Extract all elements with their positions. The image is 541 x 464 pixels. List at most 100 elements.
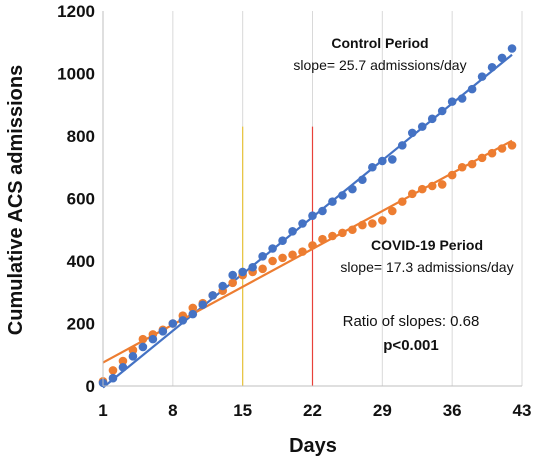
data-point: [397, 197, 407, 206]
data-point: [308, 211, 317, 220]
data-point: [388, 206, 397, 216]
data-point: [118, 356, 128, 366]
data-point: [108, 366, 118, 375]
data-point: [318, 234, 327, 244]
control-period-label: Control Period: [331, 35, 428, 51]
data-point: [308, 241, 317, 250]
y-tick-label: 800: [67, 127, 95, 146]
data-point: [298, 247, 307, 256]
y-tick-label: 1200: [57, 2, 95, 21]
y-tick-label: 0: [86, 377, 95, 396]
data-point: [278, 236, 287, 245]
y-tick-label: 400: [67, 252, 95, 271]
data-point: [378, 216, 387, 225]
data-point: [437, 106, 447, 116]
data-point: [248, 262, 257, 272]
data-point: [188, 303, 198, 313]
data-point: [238, 267, 247, 277]
x-tick-label: 36: [443, 401, 462, 420]
data-point: [368, 162, 377, 172]
data-point: [497, 53, 507, 63]
data-point: [417, 122, 427, 131]
data-point: [298, 219, 307, 228]
data-point: [407, 128, 417, 138]
control-slope-label: slope= 25.7 admissions/day: [293, 57, 466, 73]
reference-lines: [242, 126, 314, 386]
data-point: [368, 219, 377, 228]
covid-period-label: COVID-19 Period: [371, 237, 483, 253]
data-point: [148, 334, 158, 344]
data-point: [198, 300, 208, 310]
tick-labels: 1 8 15 22 29 36 43 0 200 400 600 800 1000 1200: [57, 2, 531, 420]
data-point: [427, 114, 437, 124]
data-point: [108, 373, 118, 383]
data-point: [467, 84, 477, 94]
data-point: [348, 225, 357, 235]
x-tick-label: 1: [98, 401, 107, 420]
data-point: [268, 244, 277, 253]
data-point: [427, 181, 437, 191]
axes: [102, 11, 522, 387]
data-point: [477, 72, 487, 81]
data-points: [98, 44, 517, 388]
y-tick-label: 1000: [57, 65, 95, 84]
data-point: [258, 252, 267, 261]
covid-slope-label: slope= 17.3 admissions/day: [340, 259, 513, 275]
data-point: [278, 253, 287, 263]
data-point: [128, 352, 138, 361]
data-point: [358, 220, 367, 230]
data-point: [328, 231, 337, 241]
data-point: [288, 227, 297, 236]
data-point: [487, 62, 497, 72]
data-point: [338, 228, 347, 238]
data-point: [338, 191, 347, 200]
data-point: [188, 309, 198, 319]
data-point: [358, 175, 367, 185]
data-point: [417, 184, 427, 194]
data-point: [318, 206, 327, 216]
data-point: [128, 345, 138, 355]
x-tick-label: 8: [168, 401, 177, 420]
x-tick-label: 29: [373, 401, 392, 420]
x-tick-label: 22: [303, 401, 322, 420]
x-tick-label: 43: [513, 401, 532, 420]
ratio-of-slopes-label: Ratio of slopes: 0.68: [343, 313, 480, 330]
data-point: [228, 278, 237, 288]
data-point: [178, 316, 188, 325]
data-point: [378, 156, 387, 166]
p-value-label: p<0.001: [383, 337, 438, 354]
data-point: [258, 264, 267, 274]
data-point: [457, 94, 467, 103]
data-point: [487, 148, 497, 158]
data-point: [328, 197, 337, 206]
data-point: [477, 153, 487, 163]
data-point: [497, 144, 507, 153]
data-point: [447, 170, 457, 180]
data-point: [208, 291, 218, 300]
data-point: [138, 342, 148, 352]
x-axis-title: Days: [289, 435, 337, 457]
data-point: [348, 184, 357, 194]
y-axis-title: Cumulative ACS admissions: [5, 65, 27, 335]
y-tick-label: 200: [67, 315, 95, 334]
data-point: [457, 162, 467, 172]
data-point: [168, 319, 178, 328]
data-point: [138, 334, 148, 344]
x-tick-label: 15: [233, 401, 252, 420]
data-point: [118, 362, 128, 372]
y-tick-label: 600: [67, 190, 95, 209]
data-point: [507, 44, 517, 53]
data-point: [467, 159, 477, 169]
data-point: [288, 250, 297, 260]
data-point: [388, 155, 397, 164]
data-point: [158, 327, 168, 336]
data-point: [218, 281, 228, 291]
data-point: [447, 97, 457, 106]
data-point: [268, 256, 277, 266]
data-point: [397, 141, 407, 150]
data-point: [407, 189, 417, 199]
data-point: [507, 141, 517, 150]
data-point: [437, 180, 447, 189]
